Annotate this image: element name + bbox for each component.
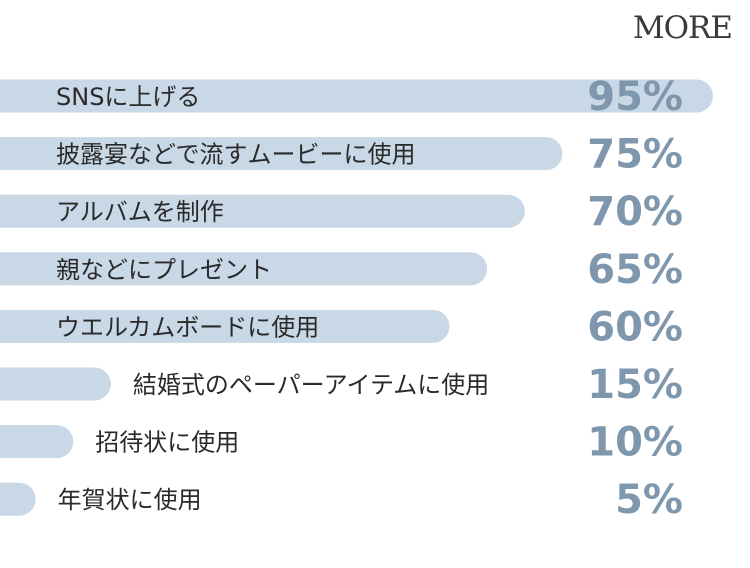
bar (0, 482, 36, 516)
bar (0, 425, 74, 459)
category-label: ウエルカムボードに使用 (56, 313, 319, 341)
value-label: 65% (587, 247, 683, 293)
value-label: 60% (587, 304, 683, 350)
value-label: 5% (615, 477, 683, 523)
bar (0, 194, 525, 228)
bar (0, 309, 450, 343)
value-label: 75% (587, 132, 683, 178)
bar (0, 367, 111, 401)
bars-layer (0, 79, 713, 516)
category-label: SNSに上げる (56, 83, 200, 111)
bar (0, 79, 713, 113)
category-labels-layer: SNSに上げる披露宴などで流すムービーに使用アルバムを制作親などにプレゼントウエ… (56, 83, 489, 514)
value-label: 95% (587, 74, 683, 120)
value-label: 70% (587, 189, 683, 235)
bar (0, 252, 488, 286)
category-label: 招待状に使用 (95, 429, 239, 457)
category-label: 披露宴などで流すムービーに使用 (56, 141, 416, 169)
category-label: 年賀状に使用 (58, 486, 202, 514)
more-logo: MORE (632, 10, 733, 46)
category-label: 親などにプレゼント (56, 256, 272, 284)
category-label: 結婚式のペーパーアイテムに使用 (133, 371, 489, 399)
value-labels-layer: 95% 75% 70% 65% 60% 15% 10% 5% (587, 74, 683, 523)
value-label: 10% (587, 420, 683, 466)
bar (0, 137, 563, 171)
value-label: 15% (587, 362, 683, 408)
category-label: アルバムを制作 (56, 198, 224, 226)
